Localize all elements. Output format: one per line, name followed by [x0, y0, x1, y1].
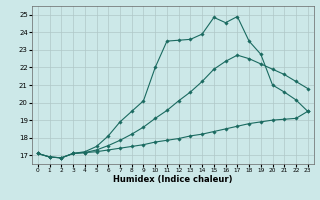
X-axis label: Humidex (Indice chaleur): Humidex (Indice chaleur) — [113, 175, 233, 184]
